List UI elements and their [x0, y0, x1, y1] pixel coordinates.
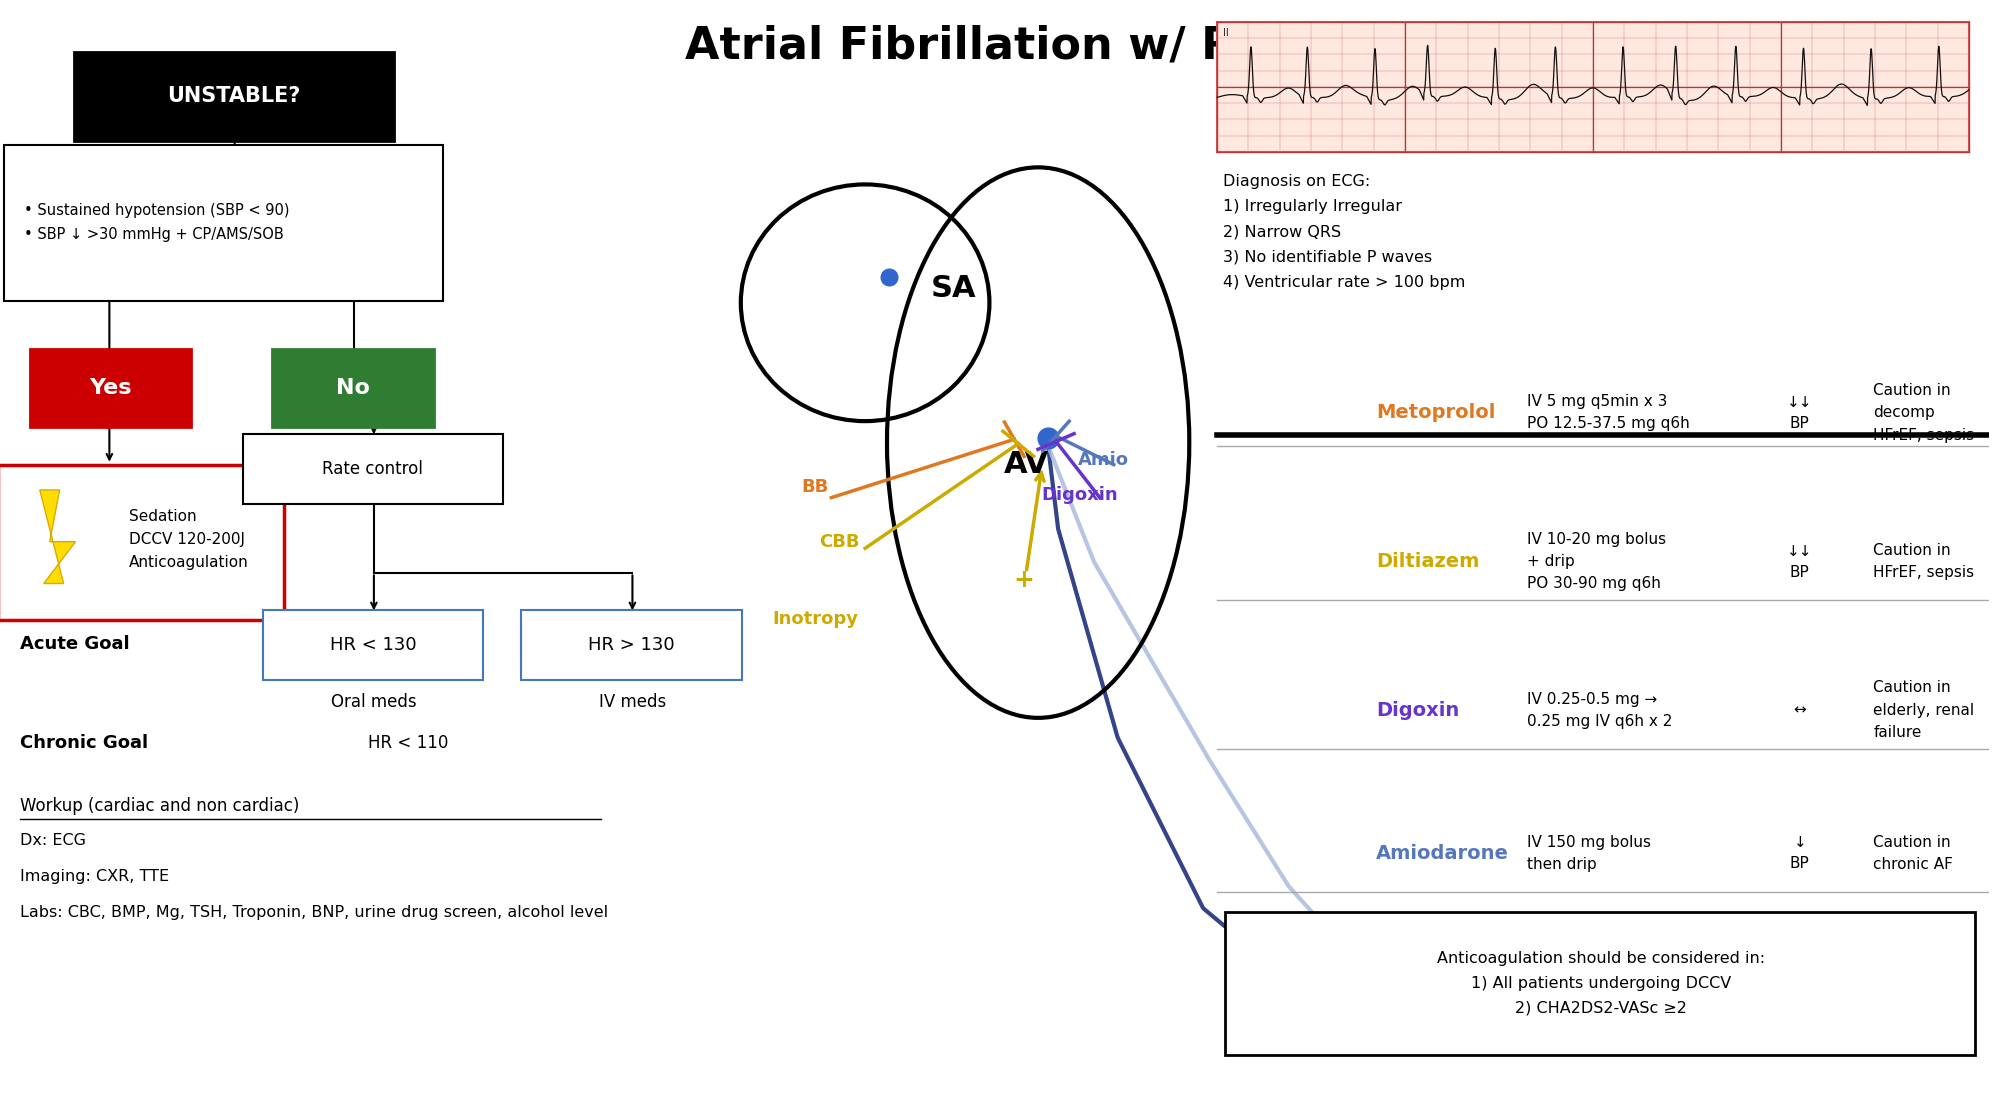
- Text: BB: BB: [802, 478, 830, 495]
- Text: ↔: ↔: [1794, 702, 1806, 718]
- Polygon shape: [40, 490, 76, 584]
- FancyBboxPatch shape: [30, 349, 190, 427]
- Text: Caution in
chronic AF: Caution in chronic AF: [1874, 835, 1954, 872]
- Text: Metoprolol: Metoprolol: [1376, 403, 1496, 423]
- Text: Dx: ECG: Dx: ECG: [20, 832, 86, 848]
- Text: Workup (cardiac and non cardiac): Workup (cardiac and non cardiac): [20, 797, 300, 815]
- Text: Imaging: CXR, TTE: Imaging: CXR, TTE: [20, 869, 170, 884]
- Text: IV 150 mg bolus
then drip: IV 150 mg bolus then drip: [1528, 835, 1652, 872]
- Text: Diltiazem: Diltiazem: [1376, 552, 1480, 571]
- Text: No: No: [336, 378, 370, 399]
- Text: IV meds: IV meds: [598, 694, 666, 711]
- Text: Digoxin: Digoxin: [1042, 487, 1118, 504]
- Text: ↓↓
BP: ↓↓ BP: [1788, 395, 1812, 430]
- Text: Amio: Amio: [1078, 451, 1130, 469]
- Text: Caution in
decomp
HFrEF, sepsis: Caution in decomp HFrEF, sepsis: [1874, 383, 1974, 443]
- FancyBboxPatch shape: [522, 610, 742, 680]
- Text: Diagnosis on ECG:
1) Irregularly Irregular
2) Narrow QRS
3) No identifiable P wa: Diagnosis on ECG: 1) Irregularly Irregul…: [1224, 174, 1466, 290]
- Text: II: II: [1224, 28, 1228, 37]
- Text: IV 5 mg q5min x 3
PO 12.5-37.5 mg q6h: IV 5 mg q5min x 3 PO 12.5-37.5 mg q6h: [1528, 394, 1690, 432]
- Text: ↓↓
BP: ↓↓ BP: [1788, 544, 1812, 579]
- FancyBboxPatch shape: [0, 465, 284, 620]
- Text: Caution in
elderly, renal
failure: Caution in elderly, renal failure: [1874, 680, 1974, 740]
- Text: ↓
BP: ↓ BP: [1790, 836, 1810, 871]
- FancyBboxPatch shape: [262, 610, 484, 680]
- Text: Yes: Yes: [90, 378, 132, 399]
- FancyBboxPatch shape: [242, 434, 504, 504]
- Text: AV: AV: [1004, 450, 1048, 479]
- Text: Rate control: Rate control: [322, 460, 424, 478]
- Text: Oral meds: Oral meds: [332, 694, 416, 711]
- Text: CBB: CBB: [820, 533, 860, 550]
- Text: Inotropy: Inotropy: [772, 610, 858, 628]
- Text: • Sustained hypotension (SBP < 90)
• SBP ↓ >30 mmHg + CP/AMS/SOB: • Sustained hypotension (SBP < 90) • SBP…: [24, 204, 290, 241]
- FancyBboxPatch shape: [1226, 912, 1974, 1055]
- FancyBboxPatch shape: [74, 52, 394, 141]
- Text: HR < 130: HR < 130: [330, 636, 416, 654]
- Text: Labs: CBC, BMP, Mg, TSH, Troponin, BNP, urine drug screen, alcohol level: Labs: CBC, BMP, Mg, TSH, Troponin, BNP, …: [20, 905, 608, 920]
- Text: Sedation
DCCV 120-200J
Anticoagulation: Sedation DCCV 120-200J Anticoagulation: [130, 509, 250, 570]
- Text: UNSTABLE?: UNSTABLE?: [166, 86, 300, 107]
- Text: +: +: [1014, 568, 1034, 592]
- Text: Chronic Goal: Chronic Goal: [20, 734, 148, 752]
- Text: Atrial Fibrillation w/ RVR: Atrial Fibrillation w/ RVR: [684, 24, 1304, 68]
- Text: IV 0.25-0.5 mg →
0.25 mg IV q6h x 2: IV 0.25-0.5 mg → 0.25 mg IV q6h x 2: [1528, 691, 1672, 729]
- Text: Caution in
HFrEF, sepsis: Caution in HFrEF, sepsis: [1874, 543, 1974, 580]
- Text: HR < 110: HR < 110: [368, 734, 448, 752]
- Text: IV 10-20 mg bolus
+ drip
PO 30-90 mg q6h: IV 10-20 mg bolus + drip PO 30-90 mg q6h: [1528, 532, 1666, 591]
- FancyBboxPatch shape: [272, 349, 434, 427]
- Text: Acute Goal: Acute Goal: [20, 635, 130, 653]
- FancyBboxPatch shape: [4, 145, 444, 301]
- Text: Digoxin: Digoxin: [1376, 700, 1460, 720]
- Text: HR > 130: HR > 130: [588, 636, 674, 654]
- Text: SA: SA: [930, 274, 976, 303]
- Text: Anticoagulation should be considered in:
1) All patients undergoing DCCV
2) CHA2: Anticoagulation should be considered in:…: [1436, 951, 1766, 1015]
- Text: Amiodarone: Amiodarone: [1376, 843, 1510, 863]
- FancyBboxPatch shape: [1218, 22, 1968, 152]
